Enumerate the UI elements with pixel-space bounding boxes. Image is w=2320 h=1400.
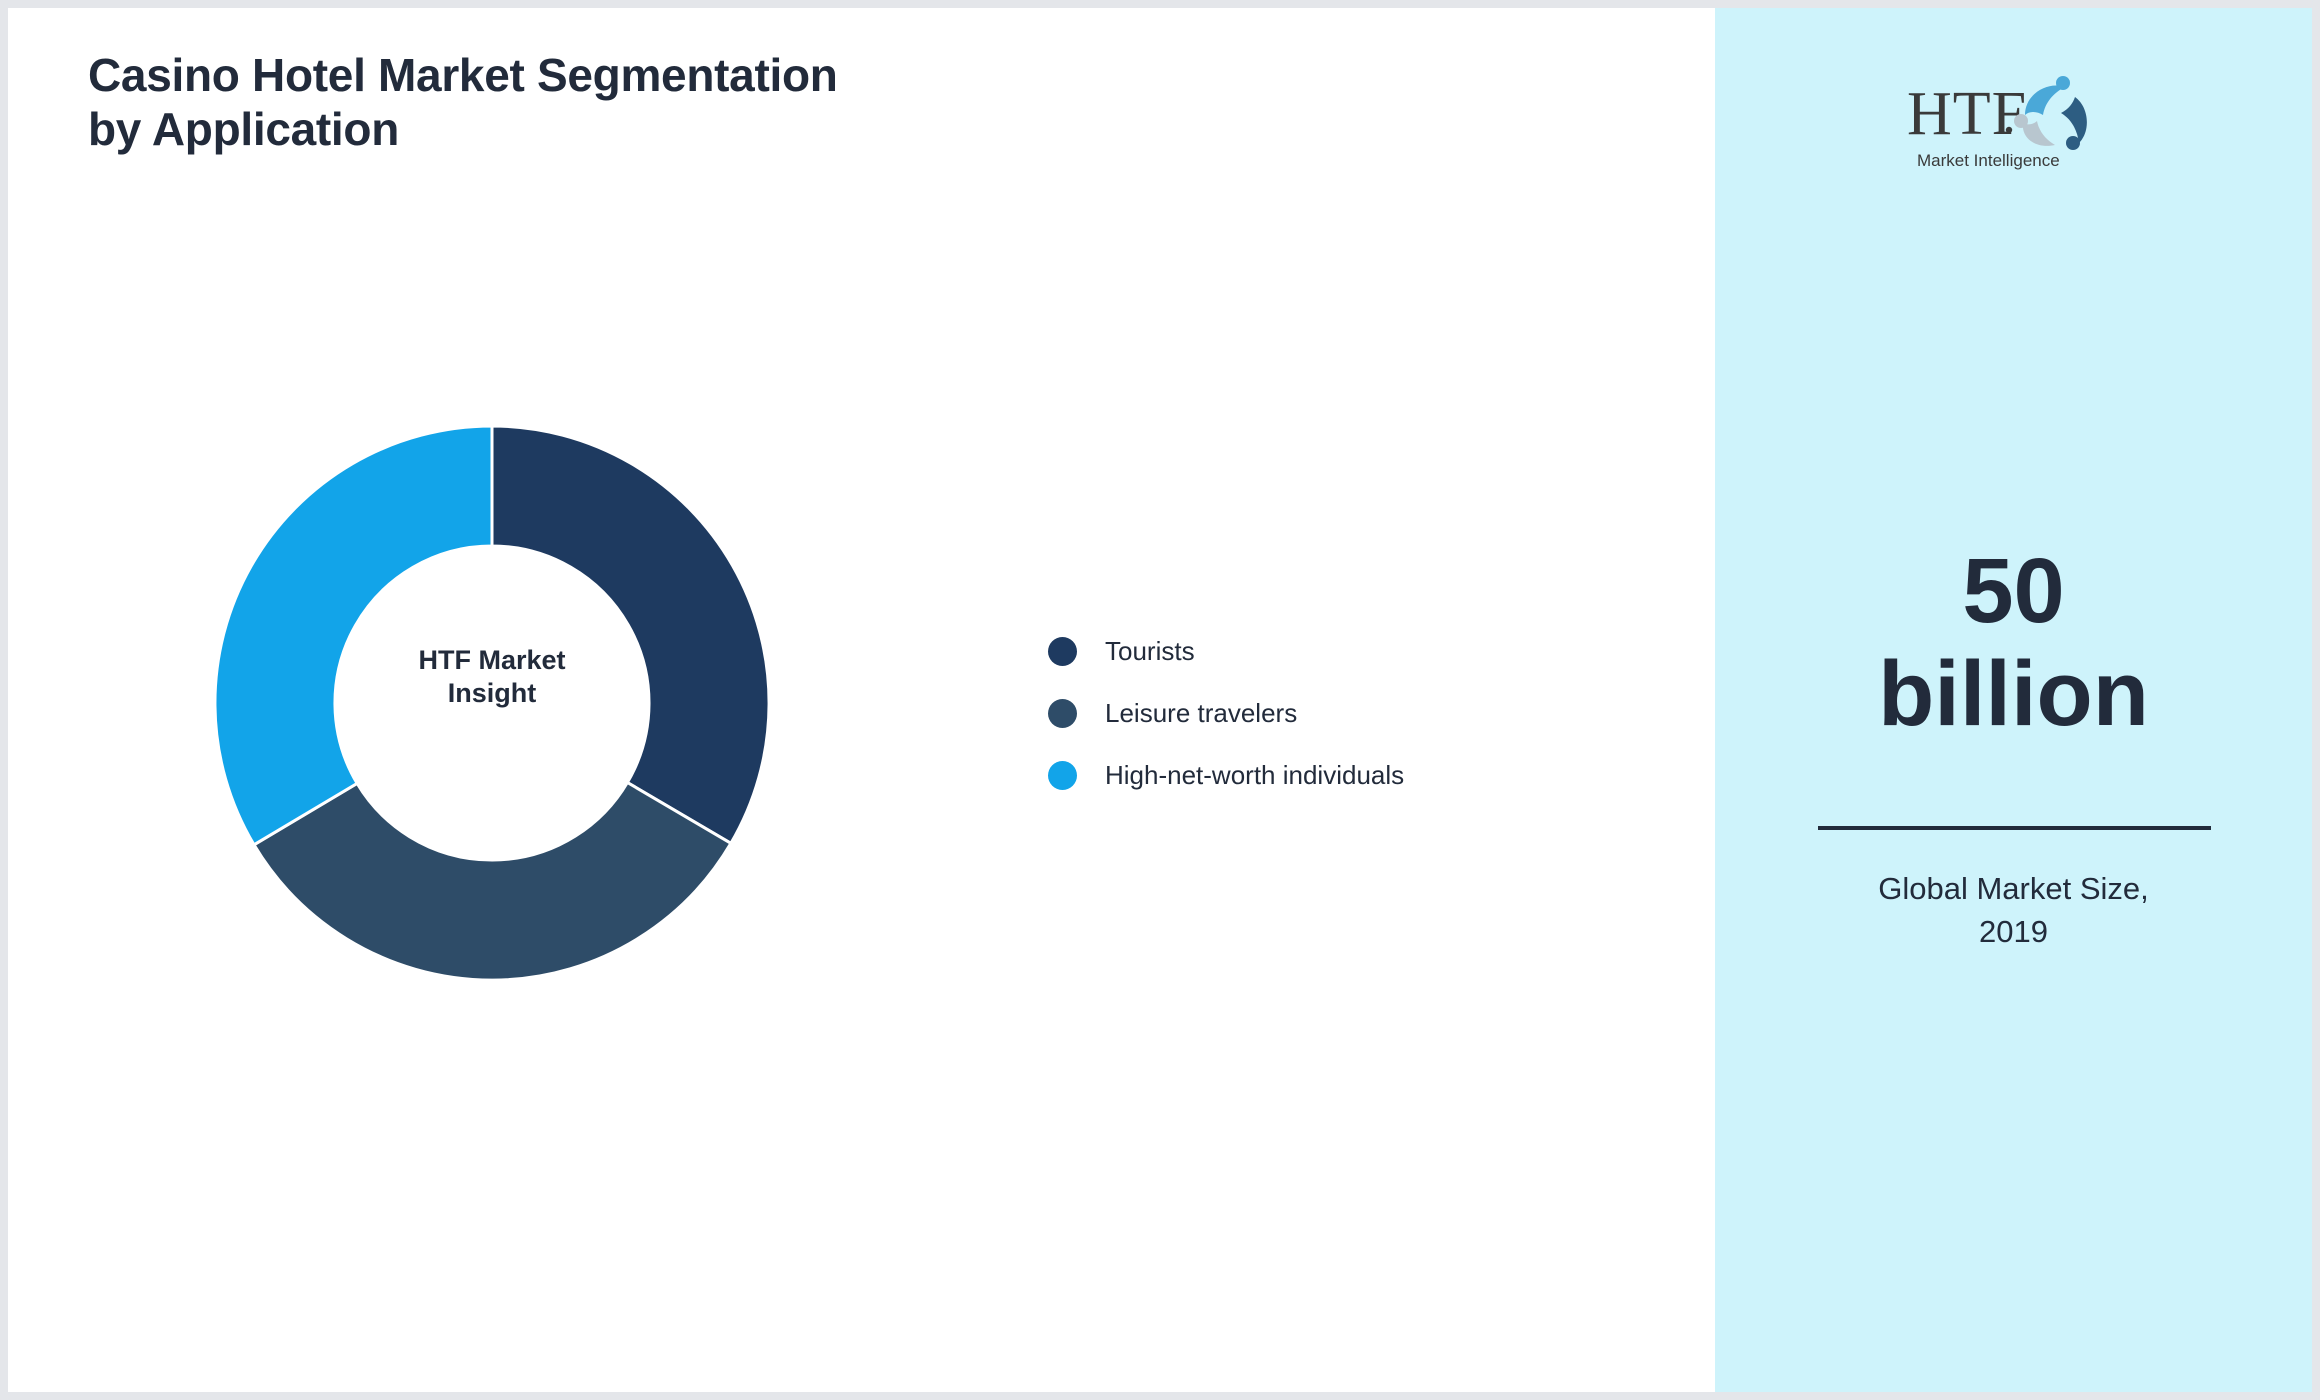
donut-center-label: HTF Market Insight (418, 645, 566, 708)
page-title: Casino Hotel Market Segmentation by Appl… (88, 49, 838, 156)
stat-value: 50 billion (1878, 540, 2149, 746)
chart-legend: Tourists Leisure travelers High-net-wort… (1048, 620, 1608, 806)
htf-logo-icon: HTF Market Intelligence (1907, 76, 2087, 170)
donut-segment-tourists[interactable] (490, 424, 771, 846)
donut-chart: HTF Market Insight (208, 419, 776, 987)
legend-item-leisure-travelers[interactable]: Leisure travelers (1048, 682, 1608, 744)
legend-swatch-icon (1048, 636, 1077, 666)
legend-item-tourists[interactable]: Tourists (1048, 620, 1608, 682)
svg-text:HTF: HTF (1907, 80, 2027, 148)
stat-panel (1715, 8, 2312, 1392)
legend-item-high-net-worth-individuals[interactable]: High-net-worth individuals (1048, 744, 1608, 806)
htf-logo: HTF Market Intelligence (1905, 72, 2120, 172)
legend-item-label: High-net-worth individuals (1105, 759, 1405, 790)
legend-swatch-icon (1048, 760, 1077, 790)
donut-segment-leisure-travelers[interactable] (251, 780, 733, 982)
legend-item-label: Tourists (1105, 635, 1195, 666)
stat-caption: Global Market Size, 2019 (1878, 871, 2149, 949)
svg-text:Market Intelligence: Market Intelligence (1917, 151, 2060, 170)
legend-swatch-icon (1048, 698, 1077, 728)
chart-panel: Casino Hotel Market Segmentation by Appl… (8, 8, 1715, 1392)
legend-item-label: Leisure travelers (1105, 697, 1298, 728)
stat-divider (1818, 826, 2211, 830)
donut-chart-svg (213, 424, 771, 982)
donut-segment-high-net-worth[interactable] (213, 424, 494, 847)
